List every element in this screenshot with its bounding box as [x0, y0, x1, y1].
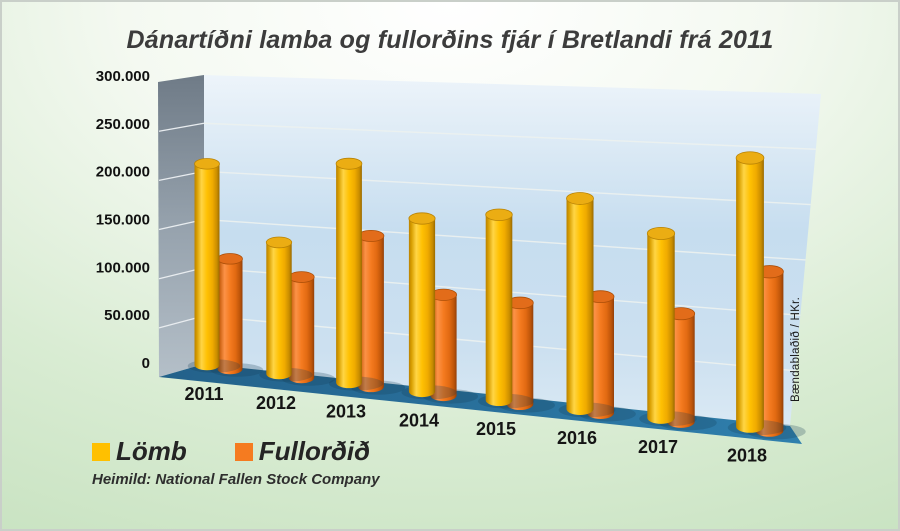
bar-lomb-2016-top — [566, 192, 594, 205]
y-axis-label: 150.000 — [96, 211, 150, 228]
bar-lomb-2014-top — [408, 212, 436, 225]
legend-swatch-lomb — [92, 442, 110, 461]
category-label: 2014 — [399, 410, 439, 430]
category-label: 2018 — [727, 446, 767, 466]
category-label: 2013 — [326, 402, 366, 422]
bar-lomb-2013 — [336, 163, 362, 389]
bar-fullordid-2012-top — [288, 271, 315, 283]
gridline-side — [158, 122, 205, 132]
bar-lomb-2015 — [485, 214, 513, 407]
category-label: 2011 — [184, 384, 223, 404]
chart-floor — [159, 364, 802, 444]
legend: Lömb Fullorðið — [92, 436, 370, 467]
y-axis-label: 50.000 — [104, 307, 150, 324]
watermark: Bændablaðið / HKr. — [790, 297, 802, 402]
bar-fullordid-2011-top — [217, 253, 243, 265]
bar-fullordid-2016 — [587, 296, 614, 419]
bar-lomb-2017 — [647, 233, 675, 424]
category-label: 2016 — [557, 428, 597, 448]
y-axis-label: 0 — [142, 355, 150, 372]
bar-fullordid-2013 — [358, 235, 384, 393]
gridline — [203, 170, 811, 206]
chart-title: Dánartíðni lamba og fullorðins fjár í Br… — [126, 26, 774, 54]
y-axis-label: 300.000 — [96, 68, 150, 85]
bar-lomb-2015-top — [485, 208, 513, 222]
category-label: 2017 — [638, 437, 678, 457]
legend-item-lomb: Lömb — [92, 436, 187, 467]
bar-lomb-2018 — [736, 157, 764, 433]
legend-swatch-fullordid — [234, 442, 253, 461]
bar-lomb-2017-top — [646, 226, 676, 240]
gridline — [203, 122, 816, 150]
source-note: Heimild: National Fallen Stock Company — [92, 471, 380, 488]
left-wall — [158, 75, 204, 377]
y-axis-label: 250.000 — [96, 116, 150, 133]
bar-fullordid-2011 — [217, 258, 243, 375]
bar-lomb-2012 — [266, 242, 292, 380]
bar-lomb-2016 — [566, 198, 594, 415]
bar-lomb-2013-top — [335, 157, 363, 170]
category-label: 2012 — [256, 393, 296, 413]
bar-lomb-2018-top — [735, 151, 765, 165]
bar-fullordid-2012 — [288, 277, 315, 384]
bar-lomb-2012-top — [265, 236, 293, 249]
bar-lomb-2011 — [194, 163, 220, 371]
bar-fullordid-2013-top — [357, 229, 385, 242]
bar-lomb-2014 — [408, 218, 436, 398]
legend-item-fullordid: Fullorðið — [234, 436, 370, 467]
category-label: 2015 — [476, 419, 516, 439]
bar-lomb-2011-top — [194, 158, 220, 170]
legend-label-fullordid: Fullorðið — [258, 436, 370, 466]
y-axis-label: 100.000 — [96, 259, 150, 276]
bar-fullordid-2014 — [430, 294, 457, 402]
bar-fullordid-2015 — [506, 302, 534, 411]
y-axis-label: 200.000 — [96, 164, 150, 181]
legend-label-lomb: Lömb — [116, 436, 187, 466]
